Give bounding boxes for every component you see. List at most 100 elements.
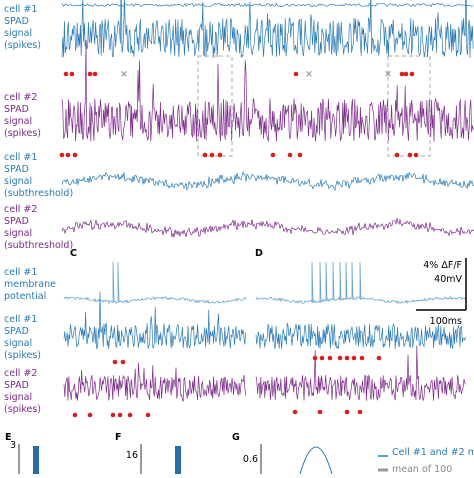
curve (299, 446, 333, 475)
spike-event (117, 412, 123, 418)
trace (61, 40, 474, 143)
spike-event (69, 71, 75, 77)
tick-label: 0.6 (243, 454, 258, 465)
row-label: signal (4, 228, 32, 239)
row-label: signal (4, 176, 32, 187)
spike-event (127, 412, 133, 418)
row-label: SPAD (4, 164, 29, 175)
row-label: (spikes) (4, 40, 41, 51)
spike-event (319, 355, 325, 361)
tick-label: 16 (126, 450, 138, 461)
spike-event (87, 412, 93, 418)
trace (63, 291, 246, 350)
spike-event (63, 71, 69, 77)
row-label: (spikes) (4, 128, 41, 139)
panel-letter: E (5, 432, 12, 443)
scale-label: 100ms (430, 316, 462, 327)
row-label: potential (4, 291, 46, 302)
spike-event (317, 409, 323, 415)
spike-event (344, 409, 350, 415)
spike-event (327, 355, 333, 361)
spike-event (87, 71, 93, 77)
row-label: SPAD (4, 326, 29, 337)
tick-label: 3 (10, 440, 16, 451)
spike-event (413, 152, 419, 158)
spike-event (217, 152, 223, 158)
legend-label: mean of 100 (392, 464, 452, 474)
spike-event (292, 409, 298, 415)
membrane-trace (63, 261, 247, 305)
row-label: SPAD (4, 104, 29, 115)
spike-event (72, 412, 78, 418)
spike-event (312, 355, 318, 361)
trace (255, 322, 466, 349)
row-label: cell #1 (4, 267, 37, 278)
panel-letter: G (232, 432, 240, 443)
spike-event (297, 152, 303, 158)
row-label: signal (4, 116, 32, 127)
row-label: (spikes) (4, 350, 41, 361)
row-label: cell #2 (4, 92, 37, 103)
row-label: SPAD (4, 216, 29, 227)
spike-event (112, 359, 118, 365)
spike-event (407, 152, 413, 158)
membrane-trace (255, 261, 467, 305)
spike-event (72, 152, 78, 158)
spike-event (357, 409, 363, 415)
row-label: signal (4, 392, 32, 403)
scale-label: 4% ΔF/F (423, 260, 462, 271)
row-label: SPAD (4, 16, 29, 27)
trace (61, 218, 474, 238)
panel-letter: C (70, 248, 77, 259)
spike-event (65, 152, 71, 158)
spike-event (92, 71, 98, 77)
row-label: (subthreshold) (4, 188, 73, 199)
row-label: (spikes) (4, 404, 41, 415)
row-label: signal (4, 338, 32, 349)
spike-event (344, 355, 350, 361)
highlight-box (197, 55, 233, 157)
trace (61, 0, 474, 59)
panel-letter: F (115, 432, 122, 443)
spike-event (394, 152, 400, 158)
bar (175, 446, 181, 474)
spike-event (120, 359, 126, 365)
spike-event (287, 152, 293, 158)
row-label: signal (4, 28, 32, 39)
spike-event (399, 71, 405, 77)
panel-letter: D (255, 248, 263, 259)
spike-event (403, 71, 409, 77)
trace (255, 345, 466, 401)
miss-mark: × (384, 69, 392, 80)
legend-label: Cell #1 and #2 mean baseline (392, 447, 474, 458)
row-label: SPAD (4, 380, 29, 391)
spike-event (110, 412, 116, 418)
spike-event (59, 152, 65, 158)
highlight-box (387, 55, 431, 157)
spike-event (337, 355, 343, 361)
spike-event (359, 355, 365, 361)
trace (61, 2, 474, 8)
trace (63, 362, 246, 402)
spike-event (409, 71, 415, 77)
row-label: membrane (4, 279, 56, 290)
row-label: cell #2 (4, 204, 37, 215)
spike-event (202, 152, 208, 158)
scale-label: 40mV (434, 274, 462, 285)
spike-event (145, 412, 151, 418)
bar (33, 446, 39, 474)
row-label: cell #2 (4, 368, 37, 379)
row-label: cell #1 (4, 152, 37, 163)
miss-mark: × (120, 69, 128, 80)
row-label: cell #1 (4, 4, 37, 15)
row-label: cell #1 (4, 314, 37, 325)
row-label: (subthreshold) (4, 240, 73, 251)
spike-event (293, 71, 299, 77)
spike-event (376, 355, 382, 361)
spike-event (351, 355, 357, 361)
spike-event (270, 152, 276, 158)
spike-event (209, 152, 215, 158)
trace (61, 171, 474, 192)
miss-mark: × (305, 69, 313, 80)
